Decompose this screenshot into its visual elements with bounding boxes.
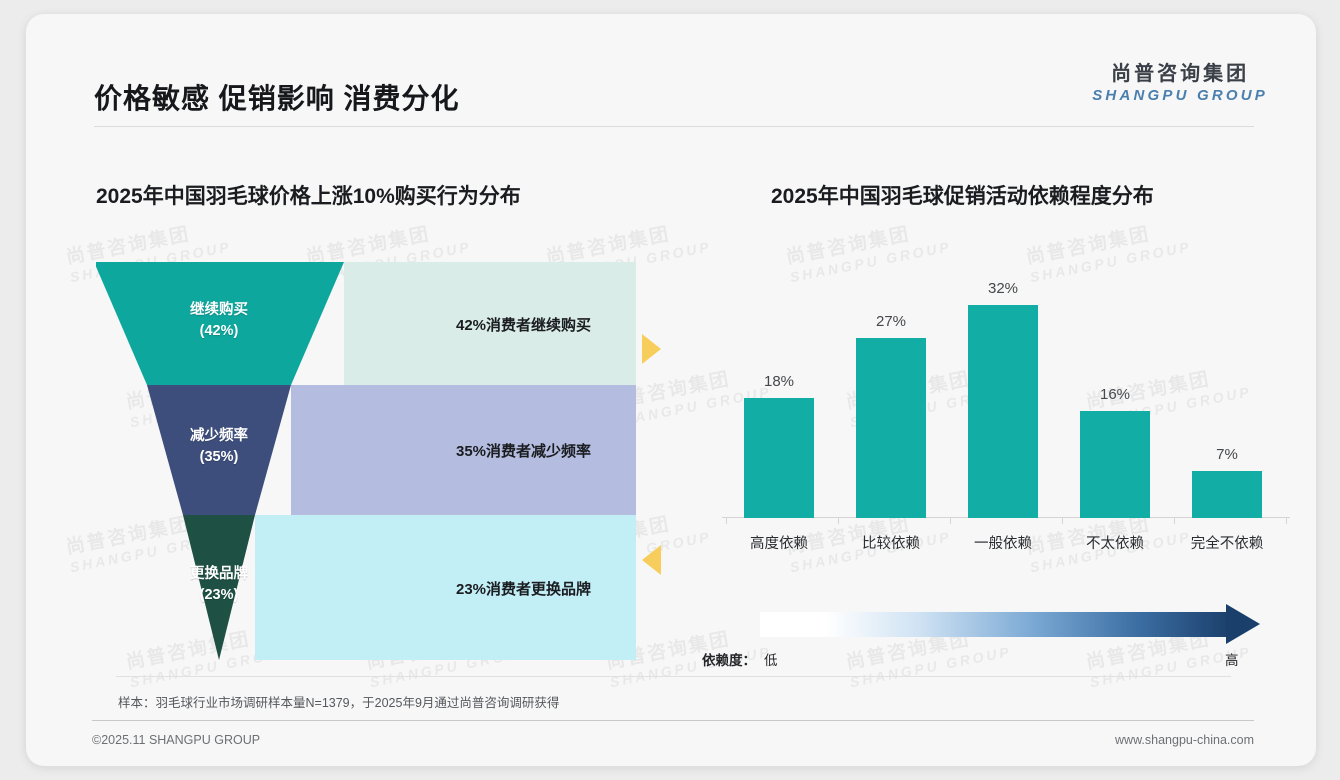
funnel-segment-name: 减少频率 — [190, 428, 248, 444]
dependency-gradient-legend: 依赖度： 低 高 — [702, 604, 1302, 668]
legend-high-label: 高 — [1225, 653, 1239, 668]
bar-category-label: 比较依赖 — [862, 536, 920, 552]
funnel-segment[interactable] — [96, 262, 344, 385]
bar-value-label: 18% — [763, 373, 795, 390]
footer-website[interactable]: www.shangpu-china.com — [1115, 733, 1254, 747]
axis-tick — [726, 517, 727, 524]
funnel-shapes — [96, 262, 636, 660]
bar-value-label: 27% — [875, 313, 907, 330]
bar-rect[interactable] — [856, 338, 926, 518]
funnel-segment[interactable] — [147, 385, 291, 515]
funnel-segment-name: 继续购买 — [190, 301, 248, 318]
funnel-band-fill — [291, 385, 426, 515]
left-chart-title: 2025年中国羽毛球价格上涨10%购买行为分布 — [96, 185, 521, 208]
bar-column: 18% 高度依赖 — [726, 278, 832, 552]
axis-tick — [950, 517, 951, 524]
funnel-description-panel — [426, 262, 636, 385]
bar-value-label: 7% — [1216, 446, 1238, 464]
logo-english-text: SHANGPU GROUP — [1092, 87, 1268, 104]
funnel-segment-label: 更换品牌 (23%) — [149, 564, 289, 606]
gradient-arrow-head-icon — [1226, 604, 1260, 644]
axis-tick — [1062, 517, 1063, 524]
bar-column: 32% 一般依赖 — [950, 278, 1056, 552]
bar-value-label: 16% — [1099, 386, 1131, 404]
funnel-segment-label: 继续购买 (42%) — [149, 300, 289, 342]
bar-rect[interactable] — [1192, 471, 1262, 518]
funnel-band-fill — [255, 515, 426, 660]
footer-copyright: ©2025.11 SHANGPU GROUP — [92, 733, 261, 747]
funnel-description-panel — [426, 385, 636, 515]
funnel-segment-value: (42%) — [199, 322, 239, 339]
bar-rect[interactable] — [968, 304, 1038, 518]
dependency-bar-chart: 18% 高度依赖 27% 比较依赖 32% 一般依赖 16% 不太依赖 7% 完全不依赖 — [716, 264, 1296, 564]
funnel-description-panel — [426, 515, 636, 660]
bar-category-label: 不太依赖 — [1086, 536, 1144, 552]
logo-chinese-text: 尚普咨询集团 — [1111, 63, 1250, 85]
triangle-left-icon — [642, 545, 661, 575]
bar-value-label: 32% — [987, 279, 1019, 297]
bar-column: 27% 比较依赖 — [838, 278, 944, 552]
legend-low-label: 低 — [764, 653, 778, 668]
header-divider — [94, 126, 1254, 127]
funnel-band-fill — [344, 262, 426, 385]
footer-divider — [92, 720, 1254, 721]
funnel-segment-value: (35%) — [199, 449, 239, 466]
bar-category-label: 高度依赖 — [750, 536, 808, 552]
axis-tick — [1174, 517, 1175, 524]
footnote-divider — [116, 676, 1231, 677]
triangle-right-icon — [642, 334, 661, 364]
gradient-bar — [760, 612, 1230, 637]
header: 价格敏感 促销影响 消费分化 尚普咨询集团 SHANGPU GROUP — [26, 14, 1316, 118]
right-chart-title: 2025年中国羽毛球促销活动依赖程度分布 — [771, 185, 1154, 208]
legend-name-label: 依赖度： — [702, 653, 756, 668]
bar-category-label: 完全不依赖 — [1190, 536, 1264, 552]
funnel-description-text: 23%消费者更换品牌 — [456, 580, 592, 598]
bar-category-label: 一般依赖 — [974, 536, 1032, 552]
funnel-segment-value: (23%) — [199, 586, 239, 603]
funnel-segment[interactable] — [183, 515, 255, 660]
sample-footnote: 样本：羽毛球行业市场调研样本量N=1379，于2025年9月通过尚普咨询调研获得 — [118, 696, 560, 710]
funnel-description-text: 35%消费者减少频率 — [456, 443, 592, 460]
bar-rect[interactable] — [1080, 411, 1150, 518]
bar-column: 7% 完全不依赖 — [1174, 278, 1280, 552]
axis-tick — [838, 517, 839, 524]
slide-card: 价格敏感 促销影响 消费分化 尚普咨询集团 SHANGPU GROUP 尚普咨询… — [26, 14, 1316, 766]
funnel-segment-name: 更换品牌 — [190, 565, 248, 582]
bar-column: 16% 不太依赖 — [1062, 278, 1168, 552]
brand-logo: 尚普咨询集团 SHANGPU GROUP — [1092, 62, 1268, 106]
axis-tick — [1286, 517, 1287, 524]
funnel-description-text: 42%消费者继续购买 — [456, 316, 592, 334]
page-title: 价格敏感 促销影响 消费分化 — [94, 83, 460, 114]
bar-rect[interactable] — [744, 398, 814, 518]
funnel-segment-label: 减少频率 (35%) — [149, 426, 289, 468]
funnel-chart: 继续购买 (42%) 42%消费者继续购买减少频率 (35%) 35%消费者减少频率更换… — [96, 262, 661, 660]
